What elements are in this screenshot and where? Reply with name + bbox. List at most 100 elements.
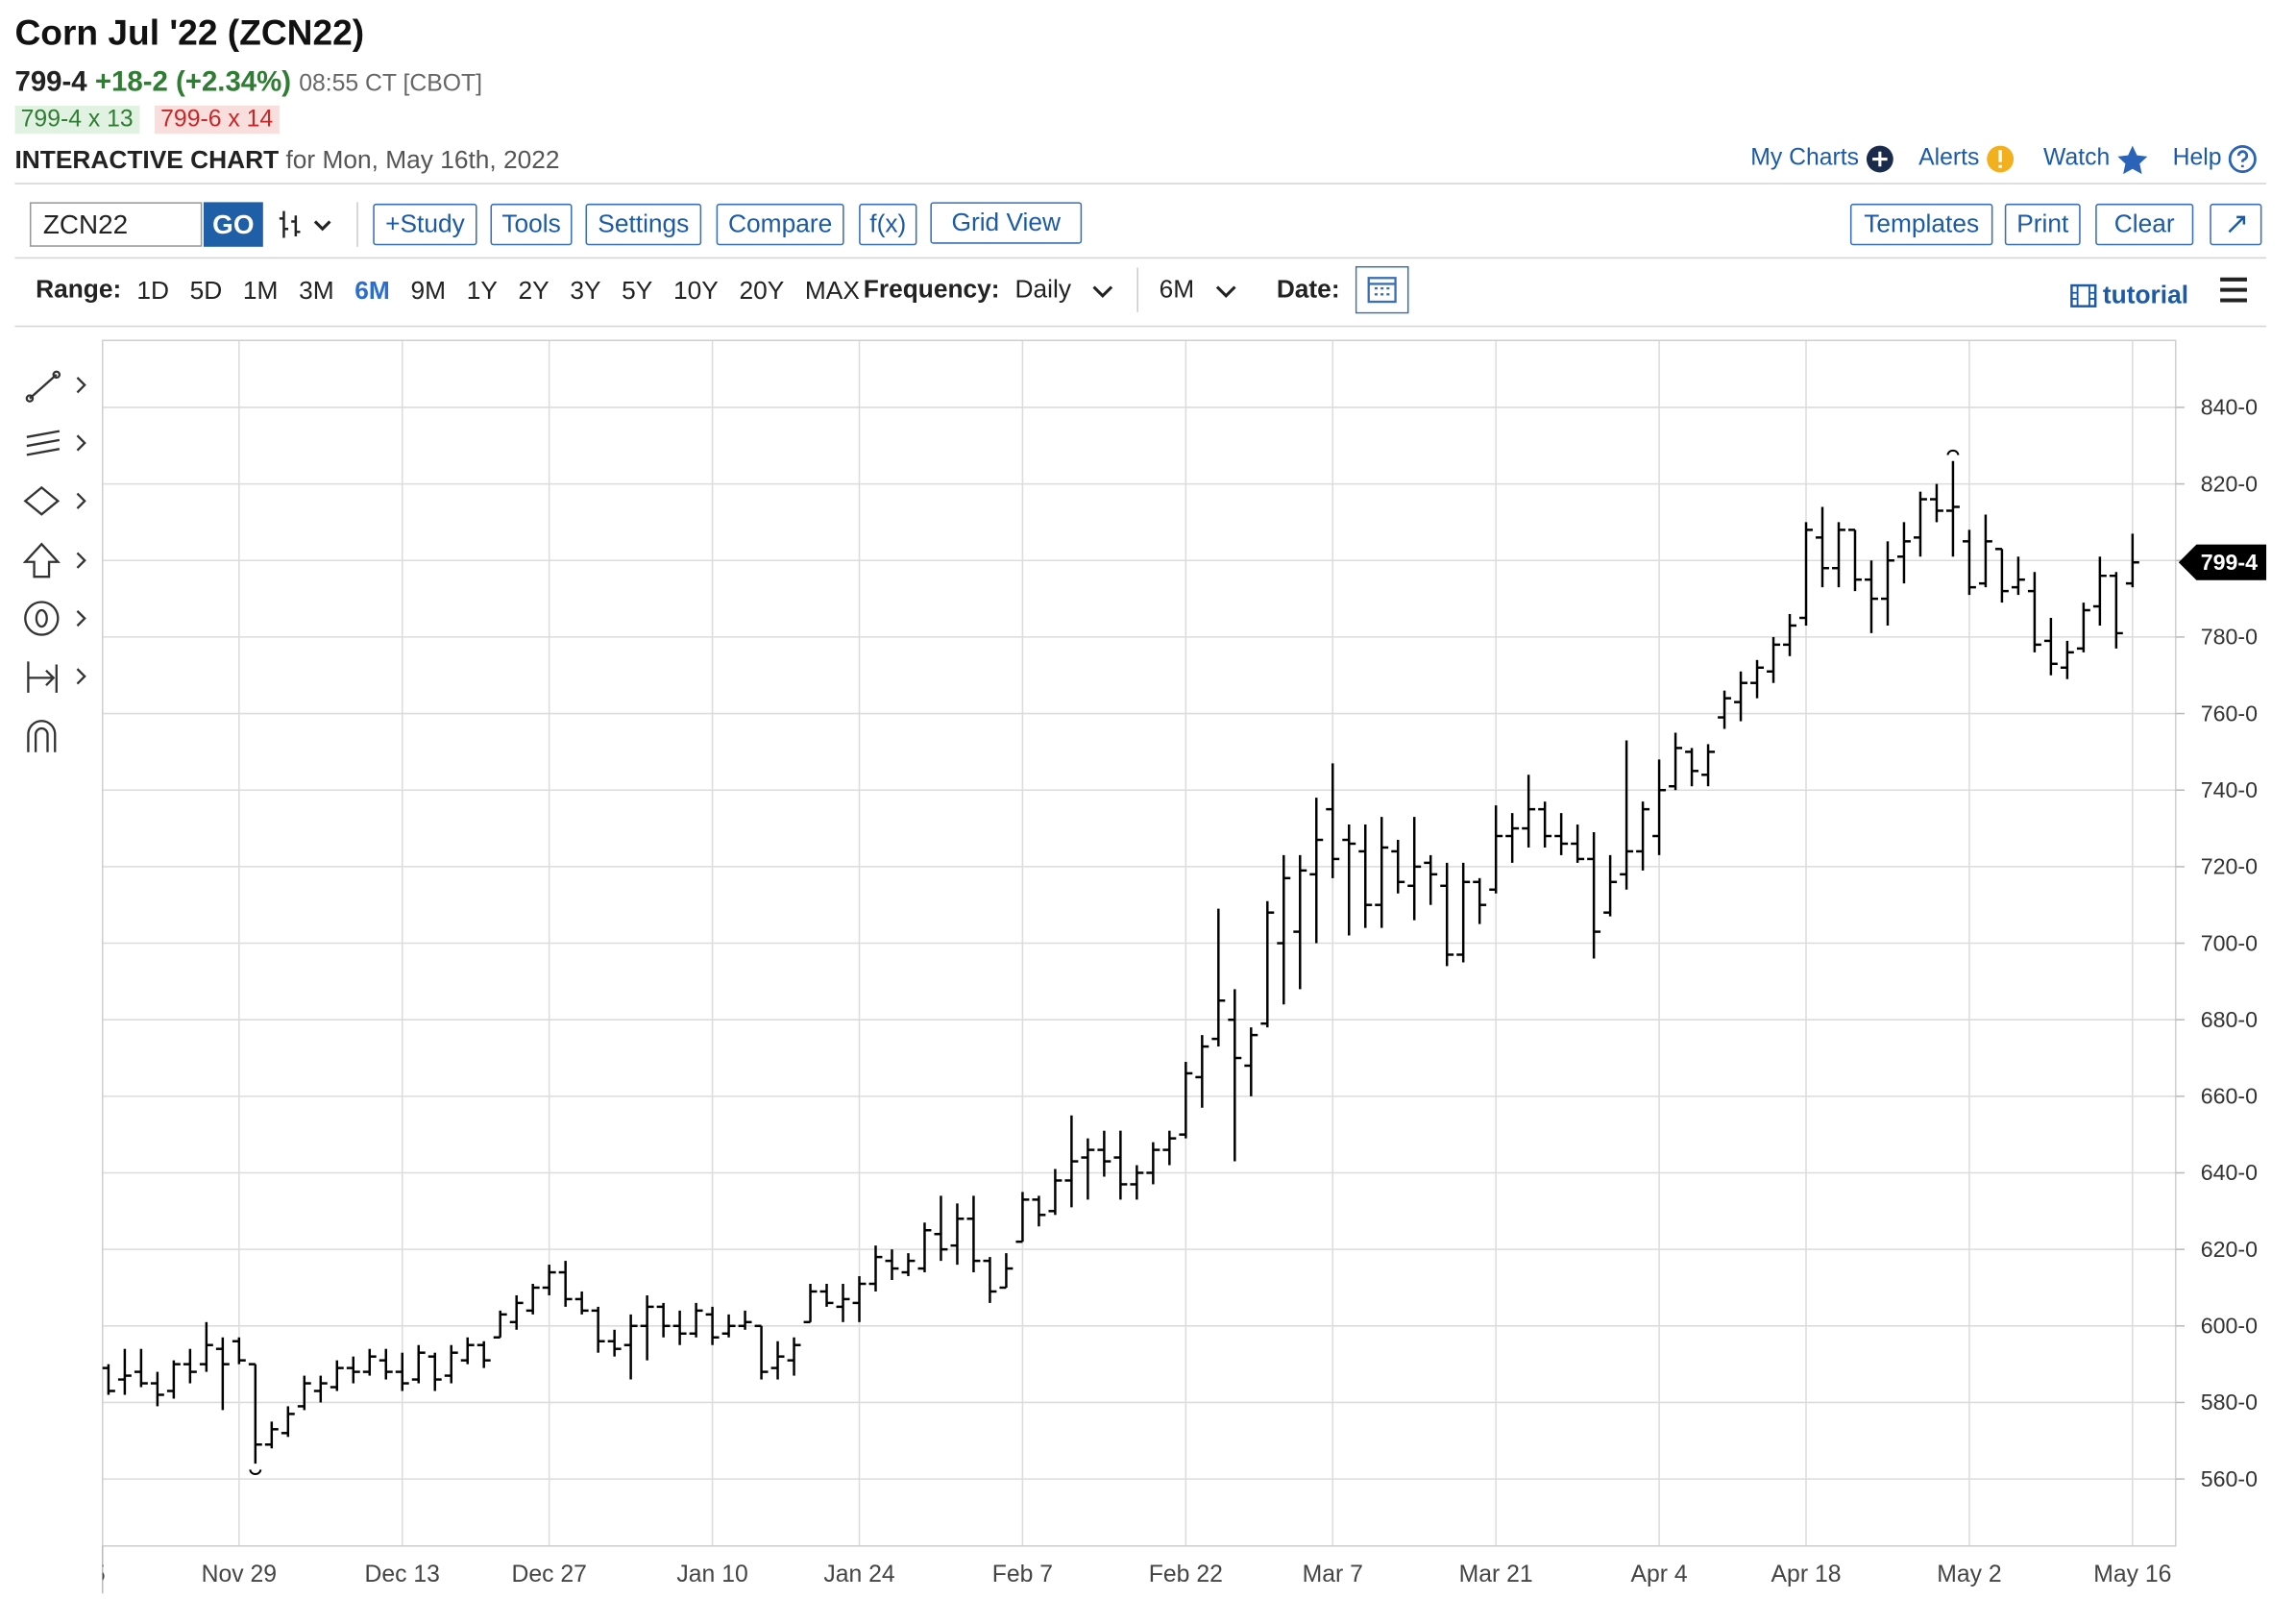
y-tick-label: 700-0 [2201, 930, 2258, 955]
bid: 799-4 x 13 [14, 105, 139, 135]
date-label: Date: [1276, 275, 1340, 304]
range-options: 1D 5D 1M 3M 6M 9M 1Y 2Y 3Y 5Y 10Y 20Y MAX [136, 277, 860, 307]
x-tick-label: Dec 13 [365, 1562, 440, 1587]
x-tick-label: May 16 [2093, 1562, 2171, 1587]
nav-label[interactable]: Help [2172, 145, 2222, 171]
expand-button[interactable] [2210, 203, 2262, 246]
y-tick-label: 620-0 [2201, 1237, 2258, 1262]
last-price-label: 799-4 [2201, 550, 2258, 575]
y-axis: 560-0 580-0 600-0 620-0 640-0 660-0 680-0 700-0… [2175, 395, 2267, 1491]
nav-label[interactable]: My Charts [1750, 145, 1860, 171]
y-tick-label: 780-0 [2201, 625, 2258, 650]
separator [356, 202, 358, 247]
nav-help[interactable]: Help [2173, 144, 2258, 174]
tutorial-link[interactable]: tutorial [2102, 281, 2189, 309]
frequency-value[interactable]: Daily [1014, 275, 1072, 304]
range-option[interactable]: 1Y [466, 276, 498, 306]
fx-button[interactable]: f(x) [859, 203, 917, 246]
y-tick-label: 820-0 [2201, 471, 2258, 496]
last-price: 799-4 [14, 66, 87, 99]
divider [14, 257, 2267, 259]
y-tick-label: 640-0 [2201, 1160, 2258, 1185]
y-tick-label: 560-0 [2201, 1466, 2258, 1491]
range-option[interactable]: 6M [354, 276, 390, 306]
tutorial-icon[interactable] [2070, 283, 2097, 308]
last-price-tag [2178, 544, 2267, 580]
range-option[interactable]: 2Y [518, 276, 550, 306]
range-option[interactable]: 5Y [622, 276, 653, 306]
range-option[interactable]: 5D [189, 276, 223, 306]
y-tick-label: 720-0 [2201, 854, 2258, 879]
symbol-input[interactable]: ZCN22 [29, 202, 203, 247]
y-tick-label: 760-0 [2201, 701, 2258, 726]
tool-line[interactable] [29, 373, 58, 400]
range-option[interactable]: 3M [299, 276, 334, 306]
chart-heading: INTERACTIVE CHART for Mon, May 16th, 202… [14, 146, 559, 176]
menu[interactable] [2219, 277, 2249, 304]
range-option[interactable]: MAX [804, 276, 860, 306]
y-tick-label: 740-0 [2201, 777, 2258, 802]
chart-label: INTERACTIVE CHART [14, 145, 280, 174]
range-option[interactable]: 1D [136, 276, 169, 306]
tool-measure[interactable] [27, 661, 58, 693]
nav-label[interactable]: Watch [2043, 145, 2111, 171]
tool-shape[interactable] [23, 485, 61, 516]
icon [2228, 144, 2257, 174]
chevron[interactable] [1090, 281, 1114, 302]
tool-text[interactable] [24, 601, 60, 636]
nav-my-charts[interactable]: My Charts [1750, 144, 1894, 174]
x-tick-label: Mar 7 [1303, 1562, 1363, 1587]
x-tick-label: Jan 10 [676, 1562, 747, 1587]
x-tick-label: Jan 24 [823, 1562, 895, 1587]
tools-button[interactable]: Tools [490, 203, 573, 246]
chevron[interactable] [1214, 281, 1238, 302]
y-tick-label: 840-0 [2201, 395, 2258, 420]
divider [14, 183, 2267, 185]
y-tick-label: 580-0 [2201, 1390, 2258, 1415]
tool-fib[interactable] [26, 430, 61, 456]
drawing-tools[interactable] [22, 370, 86, 752]
tool-magnet[interactable] [27, 720, 57, 752]
settings-button[interactable]: Settings [585, 203, 702, 246]
range-label: Range: [36, 275, 122, 304]
nav-label[interactable]: Alerts [1918, 145, 1980, 171]
icon [1866, 145, 1893, 173]
study-button[interactable]: +Study [373, 203, 477, 246]
quote: 799-4 +18-2 (+2.34%) 08:55 CT [CBOT] [14, 67, 482, 100]
x-tick-label: Feb 7 [992, 1562, 1053, 1587]
ask: 799-6 x 14 [154, 105, 280, 135]
chart-date: for Mon, May 16th, 2022 [285, 145, 560, 174]
chart-type[interactable] [277, 207, 339, 242]
y-tick-label: 600-0 [2201, 1314, 2258, 1339]
nav-alerts[interactable]: Alerts [1918, 144, 2015, 174]
range-option[interactable]: 3Y [570, 276, 601, 306]
grid-view-button[interactable]: Grid View [930, 202, 1083, 244]
frequency-label: Frequency: [863, 275, 1000, 304]
bid-ask: 799-4 x 13 799-6 x 14 [14, 105, 280, 135]
x-tick-label: Nov 29 [202, 1562, 277, 1587]
clear-button[interactable]: Clear [2095, 203, 2194, 246]
range-option[interactable]: 1M [242, 276, 279, 306]
range-option[interactable]: 9M [410, 276, 447, 306]
templates-button[interactable]: Templates [1849, 203, 1993, 246]
date-picker[interactable] [1355, 265, 1409, 314]
range-option[interactable]: 10Y [673, 276, 719, 306]
quote-time: 08:55 CT [CBOT] [299, 71, 483, 97]
icon [1987, 145, 2014, 173]
x-tick-label: Apr 4 [1631, 1562, 1688, 1587]
x-tick-label: Dec 27 [511, 1562, 586, 1587]
period-value[interactable]: 6M [1159, 275, 1195, 304]
tool-chevrons[interactable] [76, 377, 86, 685]
compare-button[interactable]: Compare [716, 203, 844, 246]
range-option[interactable]: 20Y [739, 276, 785, 306]
print-button[interactable]: Print [2004, 203, 2081, 246]
tool-arrow[interactable] [22, 542, 61, 578]
nav-watch[interactable]: Watch [2043, 144, 2148, 174]
go-button[interactable]: GO [203, 202, 263, 247]
x-tick-label: 15 [79, 1562, 106, 1587]
bars [102, 449, 2139, 1475]
low-marker [249, 1469, 262, 1475]
y-tick-label: 660-0 [2201, 1084, 2258, 1109]
